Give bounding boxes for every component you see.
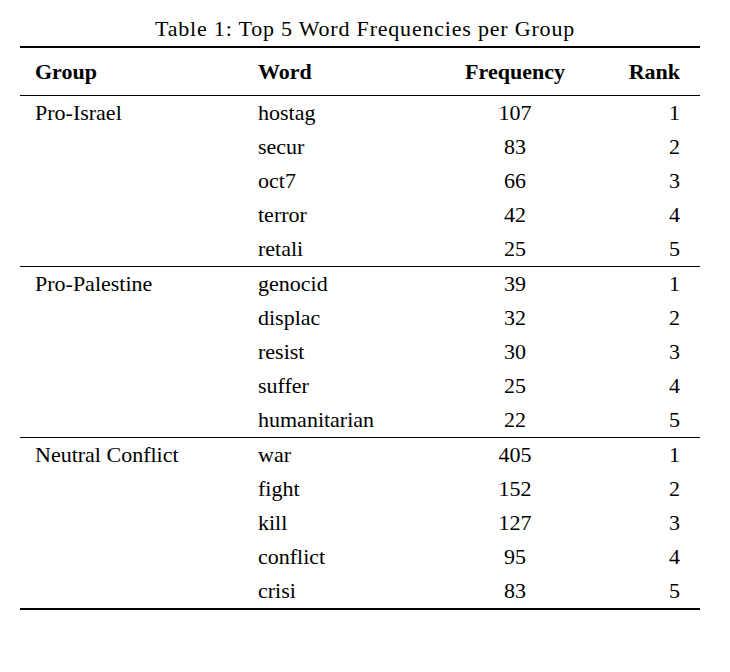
rank-cell: 4 <box>585 369 700 403</box>
frequency-cell: 25 <box>445 369 585 403</box>
rank-cell: 2 <box>585 472 700 506</box>
column-header-word: Word <box>250 47 445 96</box>
word-cell: genocid <box>250 267 445 302</box>
frequency-cell: 83 <box>445 574 585 609</box>
rank-cell: 3 <box>585 164 700 198</box>
group-section-pro-palestine: Pro-Palestine genocid 39 1 displac 32 2 … <box>20 267 700 438</box>
rank-cell: 4 <box>585 540 700 574</box>
table-row: Pro-Israel hostag 107 1 <box>20 96 700 131</box>
word-cell: conflict <box>250 540 445 574</box>
group-name-cell-empty <box>20 232 250 267</box>
rank-cell: 4 <box>585 198 700 232</box>
table-caption: Table 1: Top 5 Word Frequencies per Grou… <box>20 0 710 43</box>
rank-cell: 2 <box>585 301 700 335</box>
header-row: Group Word Frequency Rank <box>20 47 700 96</box>
table-row: kill 127 3 <box>20 506 700 540</box>
frequency-cell: 66 <box>445 164 585 198</box>
table-row: resist 30 3 <box>20 335 700 369</box>
column-header-rank: Rank <box>585 47 700 96</box>
frequency-cell: 25 <box>445 232 585 267</box>
rank-cell: 1 <box>585 96 700 131</box>
table-row: conflict 95 4 <box>20 540 700 574</box>
group-name-cell-empty <box>20 301 250 335</box>
word-cell: suffer <box>250 369 445 403</box>
table-row: Pro-Palestine genocid 39 1 <box>20 267 700 302</box>
table-row: secur 83 2 <box>20 130 700 164</box>
frequency-cell: 127 <box>445 506 585 540</box>
group-name-cell: Neutral Conflict <box>20 438 250 473</box>
rank-cell: 5 <box>585 574 700 609</box>
group-name-cell-empty <box>20 335 250 369</box>
table-row: retali 25 5 <box>20 232 700 267</box>
frequency-cell: 83 <box>445 130 585 164</box>
group-name-cell-empty <box>20 540 250 574</box>
group-section-pro-israel: Pro-Israel hostag 107 1 secur 83 2 oct7 … <box>20 96 700 267</box>
word-cell: fight <box>250 472 445 506</box>
frequency-cell: 30 <box>445 335 585 369</box>
group-name-cell-empty <box>20 164 250 198</box>
column-header-frequency: Frequency <box>445 47 585 96</box>
rank-cell: 3 <box>585 335 700 369</box>
table-row: suffer 25 4 <box>20 369 700 403</box>
frequency-cell: 22 <box>445 403 585 438</box>
table-row: displac 32 2 <box>20 301 700 335</box>
rank-cell: 1 <box>585 267 700 302</box>
group-name-cell: Pro-Israel <box>20 96 250 131</box>
table-row: oct7 66 3 <box>20 164 700 198</box>
table-caption-text: Table 1: Top 5 Word Frequencies per Grou… <box>155 16 575 41</box>
table-row: Neutral Conflict war 405 1 <box>20 438 700 473</box>
group-name-cell-empty <box>20 506 250 540</box>
group-name-cell: Pro-Palestine <box>20 267 250 302</box>
frequency-cell: 152 <box>445 472 585 506</box>
group-name-cell-empty <box>20 198 250 232</box>
group-name-cell-empty <box>20 403 250 438</box>
frequency-cell: 42 <box>445 198 585 232</box>
frequency-cell: 405 <box>445 438 585 473</box>
frequency-cell: 107 <box>445 96 585 131</box>
group-name-cell-empty <box>20 130 250 164</box>
word-frequency-table: Group Word Frequency Rank Pro-Israel hos… <box>20 46 700 610</box>
word-cell: resist <box>250 335 445 369</box>
table-row: terror 42 4 <box>20 198 700 232</box>
word-cell: kill <box>250 506 445 540</box>
table-header: Group Word Frequency Rank <box>20 47 700 96</box>
rank-cell: 3 <box>585 506 700 540</box>
table-row: fight 152 2 <box>20 472 700 506</box>
group-name-cell-empty <box>20 472 250 506</box>
word-cell: retali <box>250 232 445 267</box>
word-cell: hostag <box>250 96 445 131</box>
word-cell: crisi <box>250 574 445 609</box>
frequency-cell: 95 <box>445 540 585 574</box>
document-page: Table 1: Top 5 Word Frequencies per Grou… <box>0 0 730 610</box>
word-cell: humanitarian <box>250 403 445 438</box>
word-cell: terror <box>250 198 445 232</box>
word-cell: oct7 <box>250 164 445 198</box>
word-cell: war <box>250 438 445 473</box>
rank-cell: 2 <box>585 130 700 164</box>
group-name-cell-empty <box>20 369 250 403</box>
column-header-group: Group <box>20 47 250 96</box>
group-name-cell-empty <box>20 574 250 609</box>
word-cell: displac <box>250 301 445 335</box>
word-cell: secur <box>250 130 445 164</box>
rank-cell: 5 <box>585 232 700 267</box>
table-row: humanitarian 22 5 <box>20 403 700 438</box>
rank-cell: 5 <box>585 403 700 438</box>
rank-cell: 1 <box>585 438 700 473</box>
frequency-cell: 32 <box>445 301 585 335</box>
frequency-cell: 39 <box>445 267 585 302</box>
group-section-neutral-conflict: Neutral Conflict war 405 1 fight 152 2 k… <box>20 438 700 610</box>
table-row: crisi 83 5 <box>20 574 700 609</box>
